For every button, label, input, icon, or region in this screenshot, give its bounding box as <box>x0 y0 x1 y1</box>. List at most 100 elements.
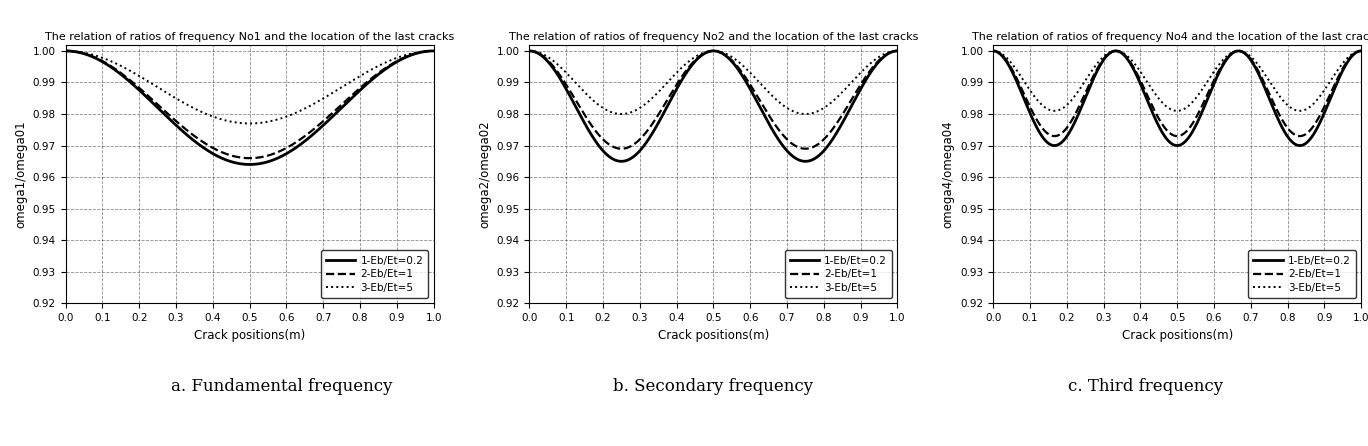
X-axis label: Crack positions(m): Crack positions(m) <box>1122 329 1233 342</box>
2-Eb/Et=1 <box>521 48 538 54</box>
1-Eb/Et=0.2 <box>241 162 257 167</box>
Line: 2-Eb/Et=1: 2-Eb/Et=1 <box>993 51 1361 136</box>
Title: The relation of ratios of frequency No2 and the location of the last cracks: The relation of ratios of frequency No2 … <box>509 33 918 42</box>
3-Eb/Et=5 <box>224 119 241 124</box>
3-Eb/Et=5 <box>688 54 705 59</box>
2-Eb/Et=1 <box>241 156 257 161</box>
1-Eb/Et=0.2 <box>617 158 633 164</box>
3-Eb/Et=5 <box>521 48 538 54</box>
3-Eb/Et=5 <box>1047 108 1063 114</box>
X-axis label: Crack positions(m): Crack positions(m) <box>194 329 305 342</box>
Text: a. Fundamental frequency: a. Fundamental frequency <box>171 378 393 395</box>
2-Eb/Et=1 <box>1202 85 1219 90</box>
Y-axis label: omega4/omega04: omega4/omega04 <box>941 120 955 228</box>
3-Eb/Et=5 <box>275 115 291 120</box>
2-Eb/Et=1 <box>57 48 74 54</box>
Legend: 1-Eb/Et=0.2, 2-Eb/Et=1, 3-Eb/Et=5: 1-Eb/Et=0.2, 2-Eb/Et=1, 3-Eb/Et=5 <box>321 250 428 298</box>
Line: 2-Eb/Et=1: 2-Eb/Et=1 <box>529 51 897 149</box>
2-Eb/Et=1 <box>799 146 815 151</box>
3-Eb/Et=5 <box>739 67 755 72</box>
1-Eb/Et=0.2 <box>889 48 906 54</box>
1-Eb/Et=0.2 <box>123 80 140 85</box>
2-Eb/Et=1 <box>1263 95 1279 100</box>
2-Eb/Et=1 <box>617 146 633 151</box>
3-Eb/Et=5 <box>241 121 257 126</box>
1-Eb/Et=0.2 <box>767 133 784 138</box>
Line: 1-Eb/Et=0.2: 1-Eb/Et=0.2 <box>993 51 1361 145</box>
1-Eb/Et=0.2 <box>1081 88 1097 93</box>
1-Eb/Et=0.2 <box>521 48 538 54</box>
Title: The relation of ratios of frequency No4 and the location of the last cracks: The relation of ratios of frequency No4 … <box>973 33 1368 42</box>
1-Eb/Et=0.2 <box>688 57 705 62</box>
3-Eb/Et=5 <box>425 48 442 54</box>
1-Eb/Et=0.2 <box>224 159 241 165</box>
2-Eb/Et=1 <box>1051 132 1067 138</box>
3-Eb/Et=5 <box>1231 48 1248 54</box>
1-Eb/Et=0.2 <box>275 153 291 158</box>
1-Eb/Et=0.2 <box>799 159 815 164</box>
2-Eb/Et=1 <box>425 48 442 54</box>
3-Eb/Et=5 <box>1081 73 1097 78</box>
Text: c. Third frequency: c. Third frequency <box>1067 378 1223 395</box>
3-Eb/Et=5 <box>1202 74 1219 79</box>
1-Eb/Et=0.2 <box>1353 48 1368 54</box>
3-Eb/Et=5 <box>335 83 352 89</box>
Line: 3-Eb/Et=5: 3-Eb/Et=5 <box>993 51 1361 111</box>
3-Eb/Et=5 <box>123 68 140 74</box>
Title: The relation of ratios of frequency No1 and the location of the last cracks: The relation of ratios of frequency No1 … <box>45 33 454 42</box>
2-Eb/Et=1 <box>739 77 755 82</box>
2-Eb/Et=1 <box>587 127 603 132</box>
3-Eb/Et=5 <box>617 111 633 116</box>
Line: 1-Eb/Et=0.2: 1-Eb/Et=0.2 <box>66 51 434 165</box>
Line: 3-Eb/Et=5: 3-Eb/Et=5 <box>66 51 434 124</box>
1-Eb/Et=0.2 <box>587 137 603 142</box>
1-Eb/Et=0.2 <box>425 48 442 54</box>
3-Eb/Et=5 <box>985 48 1001 54</box>
2-Eb/Et=1 <box>123 78 140 83</box>
Legend: 1-Eb/Et=0.2, 2-Eb/Et=1, 3-Eb/Et=5: 1-Eb/Et=0.2, 2-Eb/Et=1, 3-Eb/Et=5 <box>785 250 892 298</box>
Line: 1-Eb/Et=0.2: 1-Eb/Et=0.2 <box>529 51 897 161</box>
3-Eb/Et=5 <box>152 86 168 91</box>
1-Eb/Et=0.2 <box>1231 48 1248 54</box>
Legend: 1-Eb/Et=0.2, 2-Eb/Et=1, 3-Eb/Et=5: 1-Eb/Et=0.2, 2-Eb/Et=1, 3-Eb/Et=5 <box>1248 250 1356 298</box>
1-Eb/Et=0.2 <box>613 159 629 164</box>
1-Eb/Et=0.2 <box>1047 143 1063 148</box>
2-Eb/Et=1 <box>224 153 241 158</box>
2-Eb/Et=1 <box>613 146 629 151</box>
3-Eb/Et=5 <box>1263 81 1279 86</box>
3-Eb/Et=5 <box>1051 107 1067 113</box>
1-Eb/Et=0.2 <box>985 48 1001 54</box>
2-Eb/Et=1 <box>889 48 906 54</box>
3-Eb/Et=5 <box>1353 48 1368 54</box>
2-Eb/Et=1 <box>1353 48 1368 54</box>
2-Eb/Et=1 <box>275 147 291 153</box>
X-axis label: Crack positions(m): Crack positions(m) <box>658 329 769 342</box>
1-Eb/Et=0.2 <box>739 81 755 86</box>
2-Eb/Et=1 <box>767 123 784 128</box>
Line: 2-Eb/Et=1: 2-Eb/Et=1 <box>66 51 434 158</box>
1-Eb/Et=0.2 <box>1202 89 1219 94</box>
2-Eb/Et=1 <box>985 48 1001 54</box>
2-Eb/Et=1 <box>335 100 352 106</box>
2-Eb/Et=1 <box>1047 133 1063 139</box>
3-Eb/Et=5 <box>767 96 784 102</box>
2-Eb/Et=1 <box>1152 119 1168 124</box>
2-Eb/Et=1 <box>304 128 320 133</box>
1-Eb/Et=0.2 <box>57 48 74 54</box>
1-Eb/Et=0.2 <box>1152 126 1168 132</box>
3-Eb/Et=5 <box>613 112 629 117</box>
Y-axis label: omega1/omega01: omega1/omega01 <box>14 120 27 228</box>
1-Eb/Et=0.2 <box>1051 142 1067 147</box>
3-Eb/Et=5 <box>1152 98 1168 103</box>
Line: 3-Eb/Et=5: 3-Eb/Et=5 <box>529 51 897 114</box>
2-Eb/Et=1 <box>1081 84 1097 89</box>
3-Eb/Et=5 <box>57 48 74 54</box>
3-Eb/Et=5 <box>304 102 320 107</box>
1-Eb/Et=0.2 <box>152 107 168 113</box>
1-Eb/Et=0.2 <box>335 103 352 109</box>
1-Eb/Et=0.2 <box>304 132 320 138</box>
2-Eb/Et=1 <box>1231 48 1248 54</box>
Text: b. Secondary frequency: b. Secondary frequency <box>613 378 814 395</box>
2-Eb/Et=1 <box>152 104 168 110</box>
Y-axis label: omega2/omega02: omega2/omega02 <box>477 120 491 228</box>
